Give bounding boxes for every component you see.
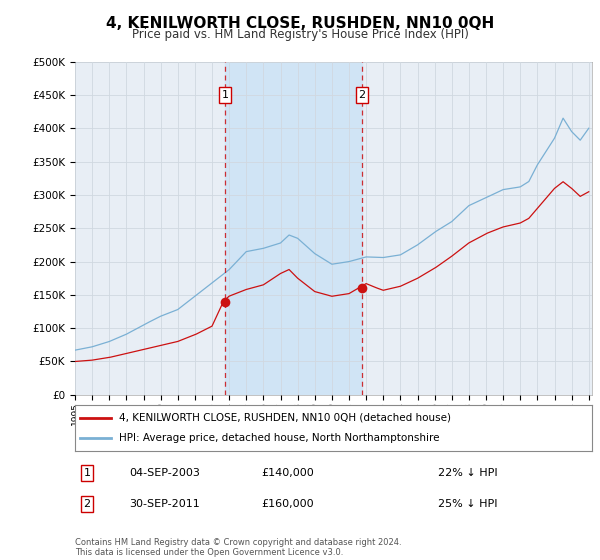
Text: 2: 2 <box>83 499 91 509</box>
Text: 25% ↓ HPI: 25% ↓ HPI <box>438 499 497 509</box>
Text: 4, KENILWORTH CLOSE, RUSHDEN, NN10 0QH: 4, KENILWORTH CLOSE, RUSHDEN, NN10 0QH <box>106 16 494 31</box>
Text: 22% ↓ HPI: 22% ↓ HPI <box>438 468 497 478</box>
Text: Contains HM Land Registry data © Crown copyright and database right 2024.
This d: Contains HM Land Registry data © Crown c… <box>75 538 401 557</box>
Text: 04-SEP-2003: 04-SEP-2003 <box>129 468 200 478</box>
Text: 1: 1 <box>83 468 91 478</box>
Text: 1: 1 <box>221 90 229 100</box>
Text: Price paid vs. HM Land Registry's House Price Index (HPI): Price paid vs. HM Land Registry's House … <box>131 28 469 41</box>
Text: 30-SEP-2011: 30-SEP-2011 <box>129 499 200 509</box>
Text: 4, KENILWORTH CLOSE, RUSHDEN, NN10 0QH (detached house): 4, KENILWORTH CLOSE, RUSHDEN, NN10 0QH (… <box>119 413 451 423</box>
Text: HPI: Average price, detached house, North Northamptonshire: HPI: Average price, detached house, Nort… <box>119 433 439 443</box>
Text: £160,000: £160,000 <box>262 499 314 509</box>
Text: 2: 2 <box>358 90 365 100</box>
Bar <box>225 62 362 395</box>
Text: £140,000: £140,000 <box>262 468 314 478</box>
